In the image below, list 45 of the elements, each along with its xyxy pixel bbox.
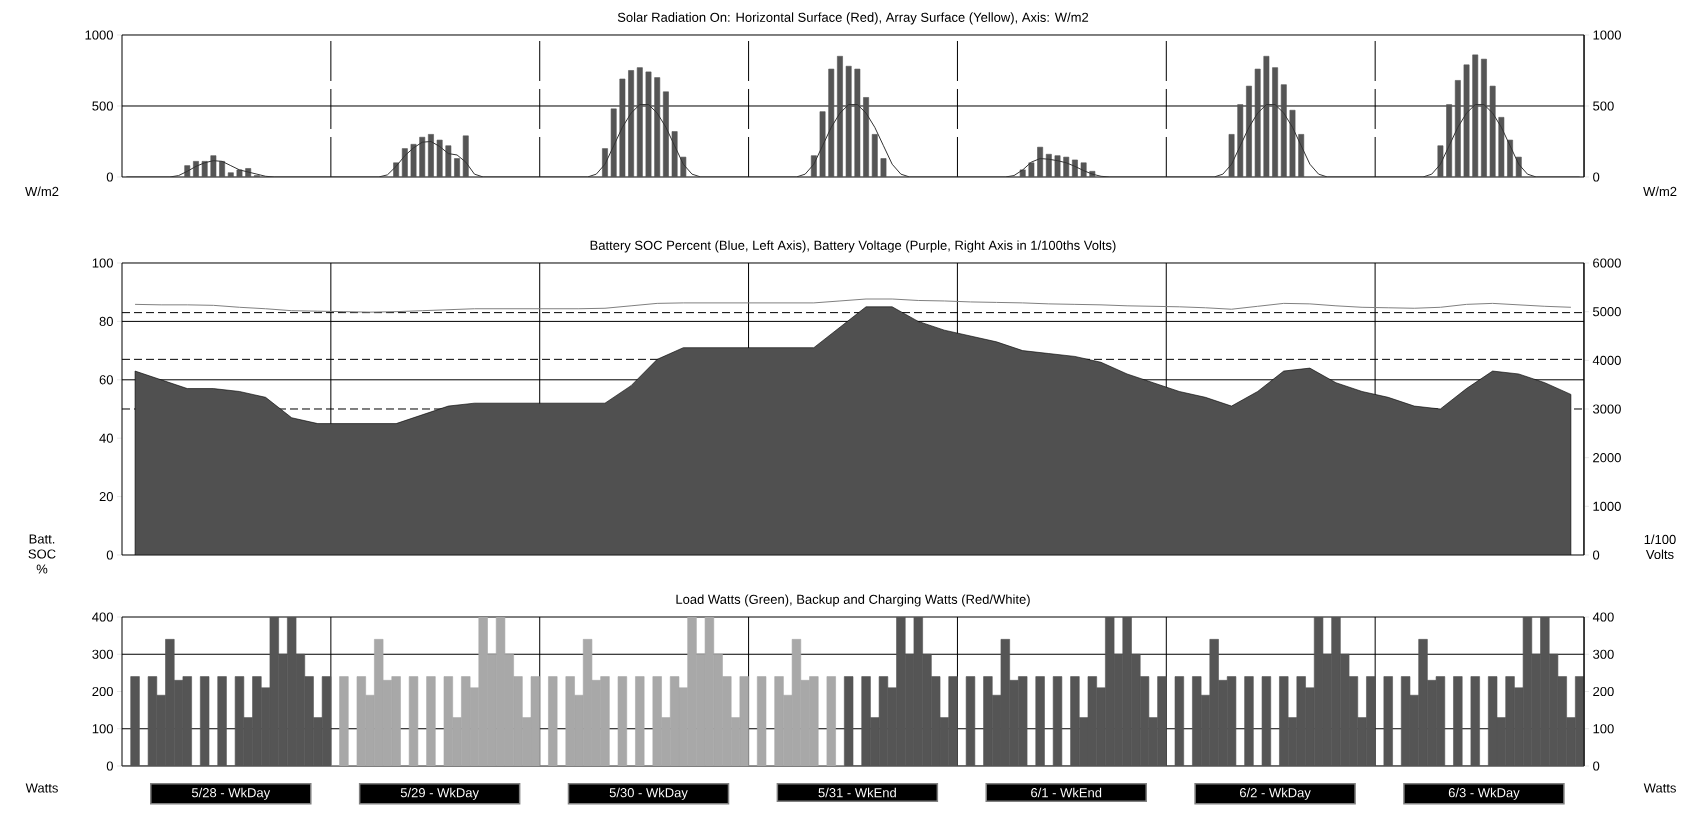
y-axis-title: W/m2: [25, 186, 59, 197]
x-tick-label: 6/2 - WkDay: [1239, 787, 1311, 800]
y-tick-label: 1000: [85, 30, 113, 40]
y2-tick-label: 6000: [1593, 258, 1621, 268]
x-tick-label: 6/1 - WkEnd: [1031, 787, 1102, 798]
y2-tick-label: 0: [1592, 550, 1600, 560]
y-axis-title: Batt. SOC %: [28, 534, 56, 574]
y2-axis-title: 1/100 Volts: [1644, 534, 1676, 560]
y-tick-label: 0: [106, 172, 113, 182]
y2-axis-title: W/m2: [1643, 186, 1677, 197]
x-tick-label: 5/31 - WkEnd: [818, 787, 896, 798]
y2-tick-label: 400: [1592, 612, 1614, 622]
y2-tick-label: 3000: [1592, 404, 1621, 414]
y2-tick-label: 100: [1593, 724, 1614, 734]
x-tick-label: 5/28 - WkDay: [191, 787, 271, 800]
y2-tick-label: 200: [1593, 686, 1614, 697]
y2-tick-label: 500: [1593, 101, 1614, 111]
x-tick-label: 6/3 - WkDay: [1448, 787, 1520, 800]
y-tick-label: 400: [92, 612, 113, 622]
chart-title: Solar Radiation On: Horizontal Surface (Red), Array Surface (Yellow), Axis: W/m2: [617, 12, 1089, 25]
y-tick-label: 500: [92, 101, 113, 111]
x-tick-label: 5/29 - WkDay: [400, 787, 479, 800]
y2-tick-label: 0: [1593, 172, 1600, 182]
y2-tick-label: 1000: [1593, 30, 1621, 40]
y2-tick-label: 2000: [1593, 453, 1621, 463]
y-tick-label: 80: [99, 316, 113, 326]
chart-title: Load Watts (Green), Backup and Charging Watts (Red/White): [676, 594, 1030, 607]
y-tick-label: 300: [92, 649, 113, 659]
y-tick-label: 40: [99, 433, 113, 443]
y-tick-label: 0: [106, 761, 113, 771]
y2-tick-label: 300: [1593, 649, 1614, 659]
y-tick-label: 20: [99, 491, 113, 502]
y-tick-label: 0: [106, 550, 113, 560]
chart-title: Battery SOC Percent (Blue, Left Axis), Battery Voltage (Purple, Right Axis in 1/100ths Volts): [590, 240, 1116, 253]
y2-tick-label: 5000: [1592, 307, 1621, 317]
y2-axis-title: Watts: [1643, 783, 1676, 793]
y2-tick-label: 4000: [1592, 355, 1621, 365]
y-tick-label: 100: [92, 724, 113, 734]
y-tick-label: 100: [92, 258, 113, 268]
y2-tick-label: 0: [1593, 761, 1600, 771]
x-tick-label: 5/30 - WkDay: [609, 787, 688, 800]
y2-tick-label: 1000: [1593, 501, 1621, 511]
y-tick-label: 60: [99, 375, 113, 385]
y-axis-title: Watts: [25, 783, 58, 793]
y-tick-label: 200: [92, 686, 113, 697]
